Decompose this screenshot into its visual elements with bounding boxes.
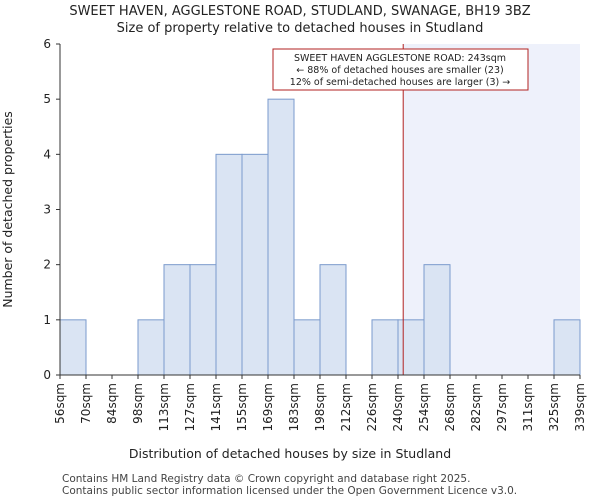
- y-tick-label: 0: [43, 368, 51, 382]
- x-tick-label: 325sqm: [547, 383, 561, 431]
- x-tick-label: 56sqm: [53, 383, 67, 424]
- x-tick-label: 127sqm: [183, 383, 197, 431]
- x-tick-label: 311sqm: [521, 383, 535, 431]
- y-axis-label: Number of detached properties: [0, 111, 15, 308]
- histogram-bar: [215, 153, 243, 376]
- histogram-bar: [267, 98, 295, 376]
- annotation-line-3: 12% of semi-detached houses are larger (…: [290, 77, 510, 88]
- histogram-bar: [397, 319, 425, 376]
- x-tick-label: 113sqm: [157, 383, 171, 431]
- histogram-bar: [189, 264, 217, 376]
- histogram-bar: [137, 319, 165, 376]
- y-tick-label: 5: [43, 92, 51, 106]
- y-tick-label: 2: [43, 258, 51, 272]
- x-tick-label: 212sqm: [339, 383, 353, 431]
- x-tick-label: 297sqm: [495, 383, 509, 431]
- x-tick-label: 226sqm: [365, 383, 379, 431]
- x-tick-label: 98sqm: [131, 383, 145, 424]
- x-tick-label: 70sqm: [79, 383, 93, 424]
- x-tick-label: 339sqm: [573, 383, 587, 431]
- x-tick-label: 254sqm: [417, 383, 431, 431]
- x-tick-label: 169sqm: [261, 383, 275, 431]
- histogram-bar: [241, 153, 269, 376]
- footer-licence: Contains public sector information licen…: [62, 485, 518, 497]
- annotation-frame: [272, 48, 529, 91]
- y-tick-label: 4: [43, 147, 51, 161]
- y-tick-label: 1: [43, 313, 51, 327]
- annotation-line-1: SWEET HAVEN AGGLESTONE ROAD: 243sqm: [294, 53, 506, 64]
- histogram-bar: [163, 264, 191, 376]
- x-tick-label: 240sqm: [391, 383, 405, 431]
- x-tick-label: 282sqm: [469, 383, 483, 431]
- histogram-bar: [293, 319, 321, 376]
- annotation-line-2: ← 88% of detached houses are smaller (23…: [296, 65, 503, 76]
- histogram-bar: [423, 264, 451, 376]
- histogram-bar: [59, 319, 87, 376]
- annotation-box: SWEET HAVEN AGGLESTONE ROAD: 243sqm ← 88…: [272, 48, 529, 91]
- chart-title: SWEET HAVEN, AGGLESTONE ROAD, STUDLAND, …: [69, 4, 531, 19]
- chart-subtitle: Size of property relative to detached ho…: [116, 21, 484, 36]
- x-tick-label: 141sqm: [209, 383, 223, 431]
- histogram-bar: [319, 264, 347, 376]
- x-tick-label: 183sqm: [287, 383, 301, 431]
- footer-copyright: Contains HM Land Registry data © Crown c…: [62, 473, 471, 485]
- histogram-bar: [553, 319, 581, 376]
- histogram-bar: [371, 319, 399, 376]
- x-tick-label: 198sqm: [313, 383, 327, 431]
- x-tick-label: 84sqm: [105, 383, 119, 424]
- y-tick-label: 3: [43, 203, 51, 217]
- x-axis-label: Distribution of detached houses by size …: [129, 446, 451, 461]
- y-tick-label: 6: [43, 37, 51, 51]
- x-tick-label: 268sqm: [443, 383, 457, 431]
- x-tick-label: 155sqm: [235, 383, 249, 431]
